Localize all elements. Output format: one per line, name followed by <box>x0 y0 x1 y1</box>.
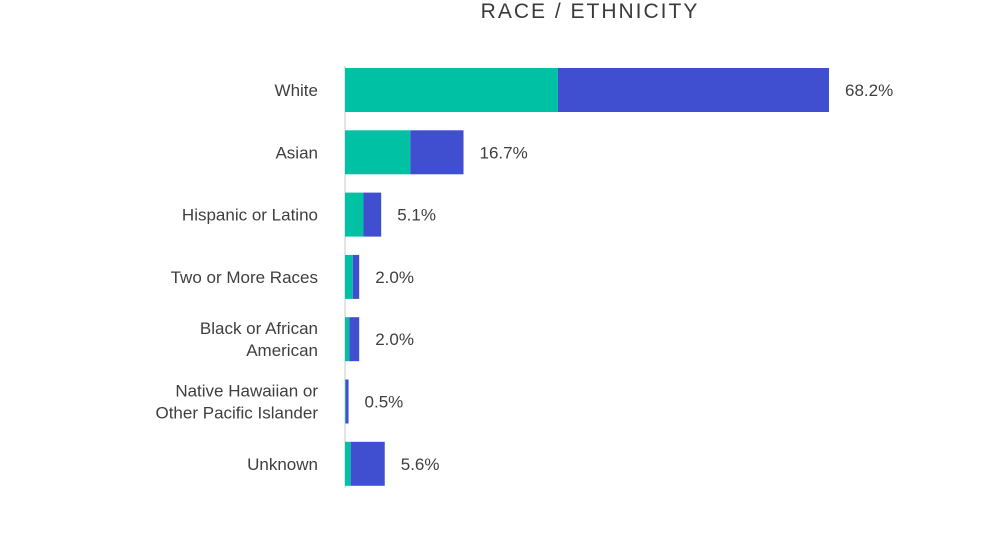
bar-segment-2 <box>557 68 829 112</box>
value-label: 16.7% <box>480 143 528 162</box>
bar-segment-1 <box>345 130 411 175</box>
value-label: 68.2% <box>845 81 893 100</box>
value-label: 2.0% <box>375 330 414 349</box>
category-label: White <box>275 81 318 100</box>
bar-segment-1 <box>345 317 350 362</box>
value-label: 0.5% <box>365 393 404 412</box>
category-label: Asian <box>275 143 318 162</box>
value-label: 2.0% <box>375 268 414 287</box>
bar-segment-2 <box>352 254 360 299</box>
bar-segment-1 <box>345 68 558 112</box>
category-label: Unknown <box>247 455 318 474</box>
bar-segment-1 <box>345 379 346 424</box>
value-label: 5.1% <box>397 206 436 225</box>
category-label: Hispanic or Latino <box>182 206 318 225</box>
value-label: 5.6% <box>401 455 440 474</box>
bar-segment-1 <box>345 441 351 486</box>
bar-segment-2 <box>350 441 385 486</box>
bar-segment-2 <box>410 130 464 175</box>
bar-segment-1 <box>345 254 353 299</box>
bar-segment-1 <box>345 192 364 237</box>
bar-segment-2 <box>363 192 382 237</box>
category-label: Black or African American <box>200 319 318 360</box>
bar-segment-2 <box>345 379 349 424</box>
bar-segment-2 <box>349 317 360 362</box>
chart-title: RACE / ETHNICITY <box>480 0 700 23</box>
category-label: Two or More Races <box>171 268 318 287</box>
category-label: Native Hawaiian or Other Pacific Islander <box>155 382 318 423</box>
